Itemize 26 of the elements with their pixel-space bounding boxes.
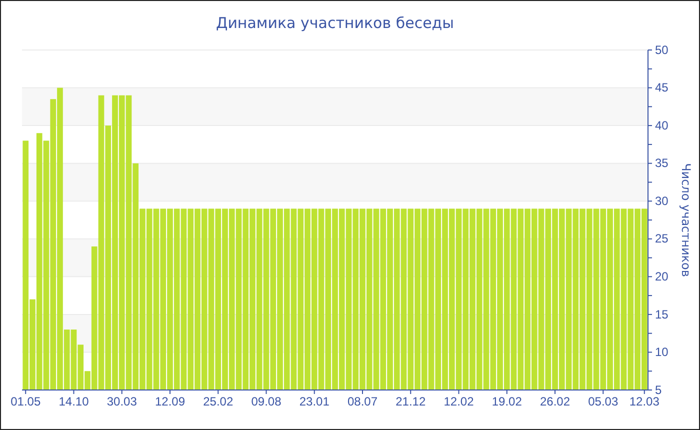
x-tick-label: 14.10 bbox=[58, 394, 90, 409]
y-tick-label: 40 bbox=[655, 118, 669, 132]
y-tick-label: 50 bbox=[655, 42, 669, 57]
x-tick-label: 12.02 bbox=[444, 394, 474, 409]
y-axis-title: Число участников bbox=[679, 163, 693, 277]
x-tick-label: 12.03 bbox=[629, 394, 660, 409]
y-tick-label: 5 bbox=[655, 382, 662, 397]
x-tick-label: 25.02 bbox=[203, 394, 234, 409]
y-tick-label: 25 bbox=[655, 232, 669, 246]
x-tick-label: 12.09 bbox=[154, 394, 186, 409]
x-tick-label: 08.07 bbox=[347, 394, 378, 409]
x-tick-label: 01.05 bbox=[10, 394, 41, 409]
x-tick-label: 05.03 bbox=[588, 394, 618, 409]
x-tick-label: 26.02 bbox=[540, 394, 570, 409]
y-tick-label: 15 bbox=[655, 307, 669, 322]
y-tick-label: 10 bbox=[655, 345, 669, 360]
chart-title: Динамика участников беседы bbox=[216, 14, 454, 32]
x-tick-label: 09.08 bbox=[251, 394, 282, 409]
x-tick-label: 30.03 bbox=[106, 394, 138, 409]
y-tick-label: 35 bbox=[655, 156, 669, 170]
y-tick-label: 30 bbox=[655, 194, 669, 208]
y-tick-label: 45 bbox=[655, 80, 669, 95]
y-tick-label: 20 bbox=[655, 270, 669, 284]
x-tick-label: 21.12 bbox=[396, 394, 426, 409]
x-tick-label: 23.01 bbox=[299, 394, 330, 409]
x-tick-label: 19.02 bbox=[492, 394, 522, 409]
